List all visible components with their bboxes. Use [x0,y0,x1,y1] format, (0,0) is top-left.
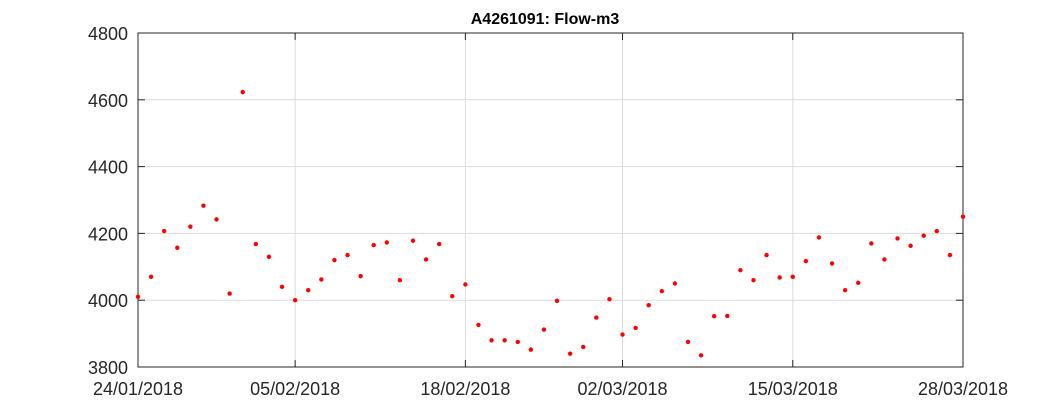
data-point [201,203,206,208]
x-tick-label: 15/03/2018 [748,379,838,399]
data-point [725,313,730,319]
data-point [672,281,678,286]
y-tick-labels: 3800 4000 4200 4400 4600 4800 [88,24,128,378]
data-point [581,344,586,350]
data-point [947,252,953,258]
tick-marks [137,32,964,368]
data-point [908,243,913,248]
chart-title: A4261091: Flow-m3 [471,11,620,28]
x-tick-label: 05/02/2018 [250,379,340,399]
data-point [633,325,638,331]
y-tick-label: 4800 [88,24,128,44]
data-point [816,235,822,240]
y-tick-label: 4000 [88,291,128,311]
x-tick-label: 02/03/2018 [577,379,667,399]
x-tick-label: 28/03/2018 [918,379,1008,399]
data-point [384,240,390,245]
y-tick-label: 4600 [88,91,128,111]
plot-background [138,33,963,367]
data-point [371,242,376,248]
data-point [842,287,848,293]
data-point [790,274,795,280]
data-point [803,258,809,264]
data-point [829,261,835,266]
data-point [882,257,887,262]
data-point [135,294,141,300]
data-point [646,303,651,308]
data-point [161,228,167,234]
data-point [423,257,429,262]
data-point [253,241,259,247]
data-point [685,339,691,345]
data-point [528,347,534,352]
data-point [397,277,403,283]
data-point [279,284,285,290]
data-point [227,291,232,296]
data-point [358,273,363,279]
plot-frame [137,32,964,368]
data-point [240,89,245,95]
data-point [489,338,494,343]
data-point [856,280,861,286]
data-point [751,277,756,283]
data-point [266,254,272,259]
data-point [214,217,219,222]
data-point [292,298,298,303]
y-tick-label: 3800 [88,358,128,378]
data-point [594,315,599,320]
x-tick-label: 18/02/2018 [420,379,510,399]
data-point [188,224,193,229]
data-point [895,236,900,241]
data-point [711,314,717,319]
data-points [135,89,966,358]
data-point [554,298,560,304]
data-point [319,277,324,282]
data-point [620,332,625,337]
data-point [476,322,481,328]
x-tick-labels: 24/01/2018 05/02/2018 18/02/2018 02/03/2018… [93,379,1008,399]
data-point [738,267,743,273]
data-point [541,327,547,332]
y-tick-label: 4200 [88,224,128,244]
data-point [148,274,154,280]
data-point [410,238,416,243]
data-point [463,282,468,287]
data-point [764,252,769,258]
data-point [306,287,311,293]
grid [138,33,963,367]
data-point [332,257,337,263]
data-point [698,353,704,358]
data-point [607,296,612,302]
data-point [777,275,782,280]
data-point [934,228,940,234]
data-point [515,339,520,345]
x-tick-label: 24/01/2018 [93,379,183,399]
y-tick-label: 4400 [88,158,128,178]
data-point [659,288,665,294]
data-point [436,241,442,247]
data-point [567,351,573,356]
data-point [450,293,455,299]
data-point [869,241,874,246]
data-point [502,338,507,343]
data-point [921,233,926,238]
data-point [345,252,350,258]
data-point [960,214,966,219]
data-point [175,245,180,250]
